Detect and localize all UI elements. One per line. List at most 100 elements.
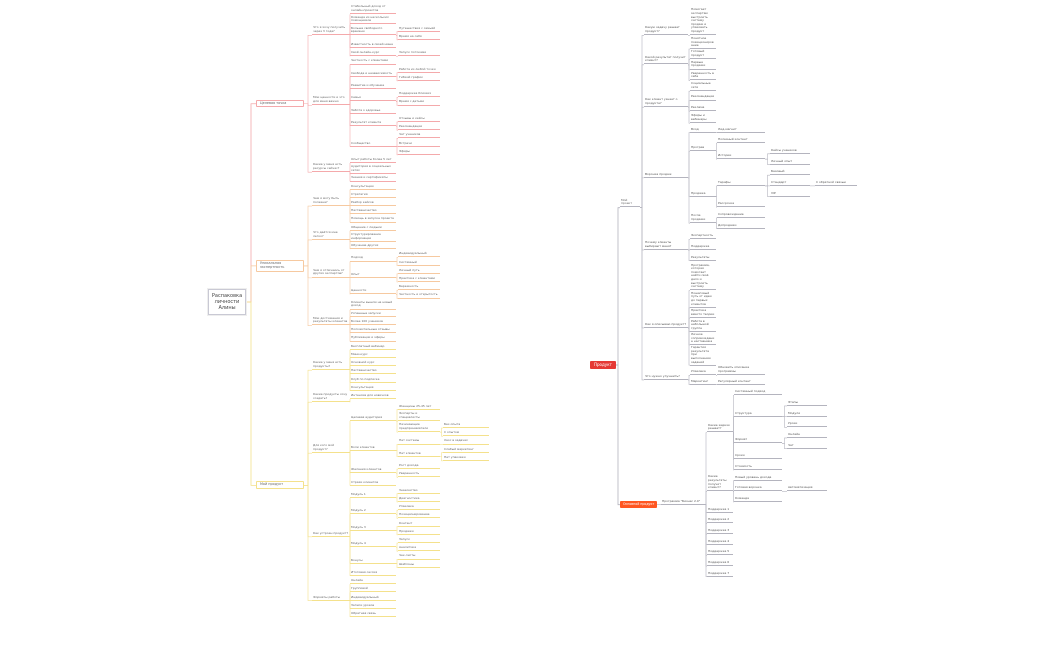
mind-map-node[interactable]: Рекомендации: [398, 124, 440, 131]
mind-map-node[interactable]: Этапы: [787, 400, 827, 407]
mind-map-node[interactable]: Желания клиентов: [350, 467, 396, 474]
mind-map-node[interactable]: Какие продукты хочу создать?: [312, 392, 350, 402]
mind-map-node[interactable]: Поддержка 2: [707, 518, 733, 524]
mind-map-node[interactable]: Реклама: [690, 105, 716, 112]
mind-map-node[interactable]: Системный: [398, 260, 440, 266]
mind-map-node[interactable]: Мои достижения и результаты клиентов: [312, 316, 350, 326]
mind-map-node[interactable]: Личный опыт: [770, 159, 810, 165]
mind-map-node[interactable]: Поддержка 4: [707, 539, 733, 545]
mind-map-node[interactable]: Какие у меня есть продукты?: [312, 360, 350, 370]
mind-map-node[interactable]: Разбор кейсов: [350, 200, 396, 207]
mind-map-node[interactable]: Рост дохода: [398, 463, 440, 470]
mind-map-node[interactable]: Тарифы: [717, 180, 765, 186]
mind-map-node[interactable]: Результат клиента: [350, 120, 396, 127]
mind-map-node[interactable]: Продажа: [690, 191, 716, 197]
mind-map-node[interactable]: Базовый: [770, 169, 810, 176]
mind-map-node[interactable]: Воронка продаж: [644, 172, 688, 178]
mind-map-node[interactable]: Честность и открытость: [398, 293, 440, 299]
mind-map-node[interactable]: Запуск потоками: [398, 50, 440, 57]
mind-map-node[interactable]: Записи уроков: [350, 603, 396, 609]
product-root-topic[interactable]: Продукт: [590, 361, 616, 369]
mind-map-node[interactable]: Бережность: [398, 284, 440, 291]
mind-map-node[interactable]: Маркетинг: [690, 379, 716, 385]
mind-map-node[interactable]: Опыт работы более 5 лет: [350, 157, 396, 164]
mind-map-node[interactable]: Обратная связь: [350, 611, 396, 618]
mind-map-node[interactable]: Итоговая сессия: [350, 570, 396, 576]
mind-map-node[interactable]: Аудитория в социальных сетях: [350, 165, 396, 175]
mind-map-node[interactable]: Целевая аудитория: [350, 415, 396, 421]
mind-map-node[interactable]: Женщины 25-45 лет: [398, 404, 440, 410]
mind-map-node[interactable]: Поддержка 6: [707, 560, 733, 567]
mind-map-node[interactable]: Индивидуальный: [350, 595, 396, 601]
mind-map-node[interactable]: Как устроен продукт?: [312, 531, 350, 537]
mind-map-node[interactable]: Пошаговый путь от идеи до первых клиенто…: [690, 291, 716, 308]
mind-map-node[interactable]: Уверенность в себе: [690, 71, 716, 81]
mind-map-node[interactable]: Диагностика: [398, 496, 440, 503]
mind-map-node[interactable]: Страхи клиентов: [350, 480, 396, 486]
mind-map-node[interactable]: Помощь в запуске проекта: [350, 217, 396, 223]
mind-map-node[interactable]: Структурирование информации: [350, 232, 396, 242]
mind-map-node[interactable]: Клиенты вышли на новый доход: [350, 300, 396, 310]
mind-map-node[interactable]: Формат: [734, 437, 782, 444]
mind-map-node[interactable]: Наставничество: [350, 369, 396, 375]
mind-map-node[interactable]: Эфиры: [398, 149, 440, 155]
mind-map-node[interactable]: Обучение других: [350, 243, 396, 250]
mind-map-node[interactable]: Помогает экспертам выстроить систему про…: [690, 8, 716, 36]
mind-map-node[interactable]: Начинающие предприниматели: [398, 422, 440, 432]
mind-map-node[interactable]: Кейсы учеников: [770, 148, 810, 154]
mind-map-node[interactable]: Успешные запуски: [350, 311, 396, 317]
mind-map-node[interactable]: Поддержка 1: [707, 507, 733, 513]
mind-map-node[interactable]: Какой результат получит клиент?: [644, 55, 688, 65]
mind-map-node[interactable]: Аналитика: [398, 545, 440, 552]
mind-map-node[interactable]: Истории: [717, 153, 765, 160]
mind-map-node[interactable]: Новый уровень дохода: [734, 475, 782, 481]
mind-map-node[interactable]: Модуль 3: [350, 525, 396, 531]
mind-map-node[interactable]: Эфиры и вебинары: [690, 113, 716, 123]
mind-map-node[interactable]: После продажи: [690, 213, 716, 223]
main-product-topic[interactable]: Основной продукт: [620, 501, 658, 508]
mind-map-node[interactable]: Почему клиенты выбирают меня?: [644, 240, 688, 250]
mind-map-node[interactable]: Интенсив для новичков: [350, 393, 396, 400]
mind-map-node[interactable]: Системный подход: [734, 389, 782, 396]
mind-map-node[interactable]: Личный путь: [398, 268, 440, 274]
mind-map-node[interactable]: Сопровождение: [717, 212, 765, 218]
mind-map-node[interactable]: Более 100 учеников: [350, 319, 396, 326]
mind-map-node[interactable]: Индивидуальный: [398, 252, 440, 258]
mind-map-node[interactable]: Время с детьми: [398, 100, 440, 106]
mind-map-node[interactable]: Гарантия результата при выполнении задан…: [690, 345, 716, 366]
mind-map-node[interactable]: Развитие и обучение: [350, 83, 396, 90]
mind-map-node[interactable]: Регулярный контент: [717, 379, 765, 385]
mind-map-node[interactable]: Работа из любой точки: [398, 67, 440, 73]
mind-map-node[interactable]: Вход: [690, 127, 716, 133]
mind-map-node[interactable]: Команда: [734, 496, 782, 503]
mind-map-node[interactable]: Сообщество: [350, 141, 396, 147]
mind-map-node[interactable]: С обратной связью: [815, 180, 857, 186]
mind-map-node[interactable]: Понятное позиционирование: [690, 36, 716, 50]
mind-map-node[interactable]: С опытом: [443, 430, 489, 437]
mind-map-node[interactable]: Какие у меня есть ресурсы сейчас?: [312, 162, 350, 172]
mind-map-node[interactable]: Свобода и независимость: [350, 71, 396, 77]
mind-map-node[interactable]: Какие задачи решает?: [707, 423, 733, 433]
mind-map-node[interactable]: Встречи: [398, 141, 440, 147]
mind-map-node[interactable]: Автоматизация: [787, 485, 827, 492]
mind-map-node[interactable]: Нет клиентов: [398, 451, 440, 457]
mind-map-node[interactable]: Как клиент узнает о продукте?: [644, 97, 688, 107]
mind-map-node[interactable]: Поддержка 5: [707, 550, 733, 556]
mind-map-node[interactable]: Команда из нескольких помощников: [350, 15, 396, 25]
mind-map-node[interactable]: Клуб по подписке: [350, 377, 396, 383]
mind-map-node[interactable]: Контент: [398, 521, 440, 527]
mind-map-node[interactable]: Что нужно улучшить?: [644, 374, 688, 381]
mind-map-node[interactable]: Поддержка близких: [398, 91, 440, 98]
mind-map-node[interactable]: Практика вместо теории: [690, 308, 716, 318]
mind-map-node[interactable]: Бесплатный вебинар: [350, 344, 396, 350]
mind-map-node[interactable]: Поддержка 7: [707, 571, 733, 577]
mind-map-node[interactable]: Стандарт: [770, 180, 810, 186]
mind-map-node[interactable]: Программа, которая помогает найти своё д…: [690, 263, 716, 291]
mind-map-node[interactable]: Чек-листы: [398, 554, 440, 560]
mind-map-node[interactable]: Известность в своей нише: [350, 42, 396, 49]
mind-map-node[interactable]: Опыт: [350, 272, 396, 278]
mind-map-node[interactable]: Поддержка: [690, 244, 716, 250]
mind-map-node[interactable]: Общение с людьми: [350, 225, 396, 231]
mind-map-node[interactable]: Поддержка 3: [707, 528, 733, 535]
mind-map-node[interactable]: VIP: [770, 191, 810, 197]
